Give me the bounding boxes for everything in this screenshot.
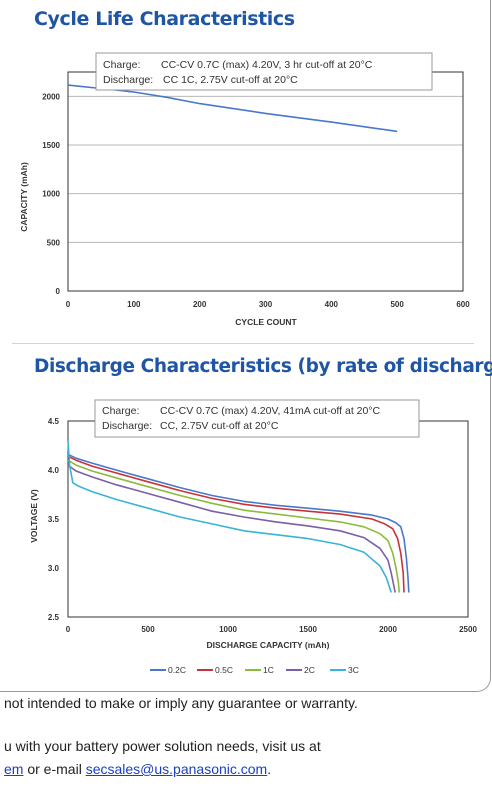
cycle-charge-text: CC-CV 0.7C (max) 4.20V, 3 hr cut-off at … <box>161 59 373 71</box>
cycle-x-tick-label: 500 <box>390 300 404 309</box>
cycle-capacity-line <box>67 84 398 133</box>
discharge-conditions-box: Charge: CC-CV 0.7C (max) 4.20V, 41mA cut… <box>94 399 420 438</box>
cycle-y-tick-label: 1500 <box>42 141 60 150</box>
section-divider <box>12 343 474 344</box>
contact-line: u with your battery power solution needs… <box>4 738 321 754</box>
discharge-x-tick-label: 1000 <box>219 625 237 634</box>
panel-border <box>0 0 491 692</box>
discharge-line-3C <box>67 440 392 593</box>
discharge-x-axis-label: DISCHARGE CAPACITY (mAh) <box>207 640 330 650</box>
discharge-line-1C <box>67 459 400 593</box>
discharge-y-axis-label: VOLTAGE (V) <box>29 489 39 543</box>
website-link[interactable]: em <box>4 761 24 777</box>
cycle-y-tick-label: 2000 <box>42 92 60 101</box>
discharge-x-tick-label: 0 <box>66 625 71 634</box>
contact-period: . <box>267 761 272 777</box>
cycle-axis-ticks: 0 500 1000 1500 2000 0 100 200 300 400 500 600 <box>42 92 470 309</box>
legend-label: 3C <box>348 665 359 675</box>
discharge-discharge-label: Discharge: <box>102 420 152 432</box>
discharge-line-0-2C <box>67 453 410 593</box>
cycle-y-tick-label: 0 <box>56 287 61 296</box>
contact-line-2: em or e-mail secsales@us.panasonic.com. <box>4 761 271 777</box>
discharge-charge-text: CC-CV 0.7C (max) 4.20V, 41mA cut-off at … <box>160 405 381 417</box>
cycle-y-tick-label: 500 <box>47 238 61 247</box>
cycle-life-heading: Cycle Life Characteristics <box>34 8 295 30</box>
discharge-series-group <box>67 440 410 593</box>
cycle-discharge-text: CC 1C, 2.75V cut-off at 20°C <box>163 74 298 86</box>
cycle-y-axis-label: CAPACITY (mAh) <box>19 162 29 232</box>
cycle-y-tick-label: 1000 <box>42 190 60 199</box>
cycle-x-tick-label: 0 <box>66 300 71 309</box>
cycle-life-chart: 0 500 1000 1500 2000 0 100 200 300 400 500 600 CYCL… <box>19 52 470 327</box>
discharge-line-0-5C <box>67 455 405 593</box>
legend-label: 0.2C <box>168 665 186 675</box>
discharge-y-tick-label: 3.0 <box>48 564 60 573</box>
discharge-y-tick-label: 3.5 <box>48 515 60 524</box>
cycle-x-tick-label: 200 <box>193 300 207 309</box>
discharge-x-tick-label: 1500 <box>299 625 317 634</box>
discharge-chart: 2.5 3.0 3.5 4.0 4.5 0 500 1000 1500 2000 2500 DISC… <box>29 399 478 675</box>
discharge-legend: 0.2C 0.5C 1C 2C 3C <box>150 665 359 675</box>
discharge-x-tick-label: 2000 <box>379 625 397 634</box>
discharge-x-tick-label: 2500 <box>459 625 477 634</box>
cycle-series-group <box>67 84 398 133</box>
cycle-x-axis-label: CYCLE COUNT <box>235 317 297 327</box>
cycle-conditions-box: Charge: CC-CV 0.7C (max) 4.20V, 3 hr cut… <box>95 52 433 91</box>
email-link[interactable]: secsales@us.panasonic.com <box>85 761 268 777</box>
cycle-gridlines <box>68 95 463 243</box>
cycle-discharge-label: Discharge: <box>103 74 153 86</box>
discharge-line-2C <box>67 464 396 593</box>
legend-label: 0.5C <box>215 665 233 675</box>
cycle-x-tick-label: 100 <box>127 300 141 309</box>
discharge-y-tick-label: 2.5 <box>48 613 60 622</box>
disclaimer-text: not intended to make or imply any guaran… <box>4 695 358 711</box>
discharge-discharge-text: CC, 2.75V cut-off at 20°C <box>160 420 279 432</box>
cycle-plot-area <box>67 71 464 292</box>
cycle-x-tick-label: 600 <box>456 300 470 309</box>
discharge-x-tick-label: 500 <box>141 625 155 634</box>
discharge-charge-label: Charge: <box>102 405 139 417</box>
cycle-charge-label: Charge: <box>103 59 140 71</box>
cycle-x-tick-label: 300 <box>259 300 273 309</box>
discharge-axis-ticks: 2.5 3.0 3.5 4.0 4.5 0 500 1000 1500 2000 2500 <box>48 417 478 634</box>
discharge-heading: Discharge Characteristics (by rate of di… <box>34 356 492 377</box>
cycle-x-tick-label: 400 <box>325 300 339 309</box>
legend-label: 2C <box>304 665 315 675</box>
discharge-y-tick-label: 4.5 <box>48 417 60 426</box>
discharge-y-tick-label: 4.0 <box>48 466 60 475</box>
legend-label: 1C <box>263 665 274 675</box>
contact-text: or e-mail <box>23 761 86 777</box>
